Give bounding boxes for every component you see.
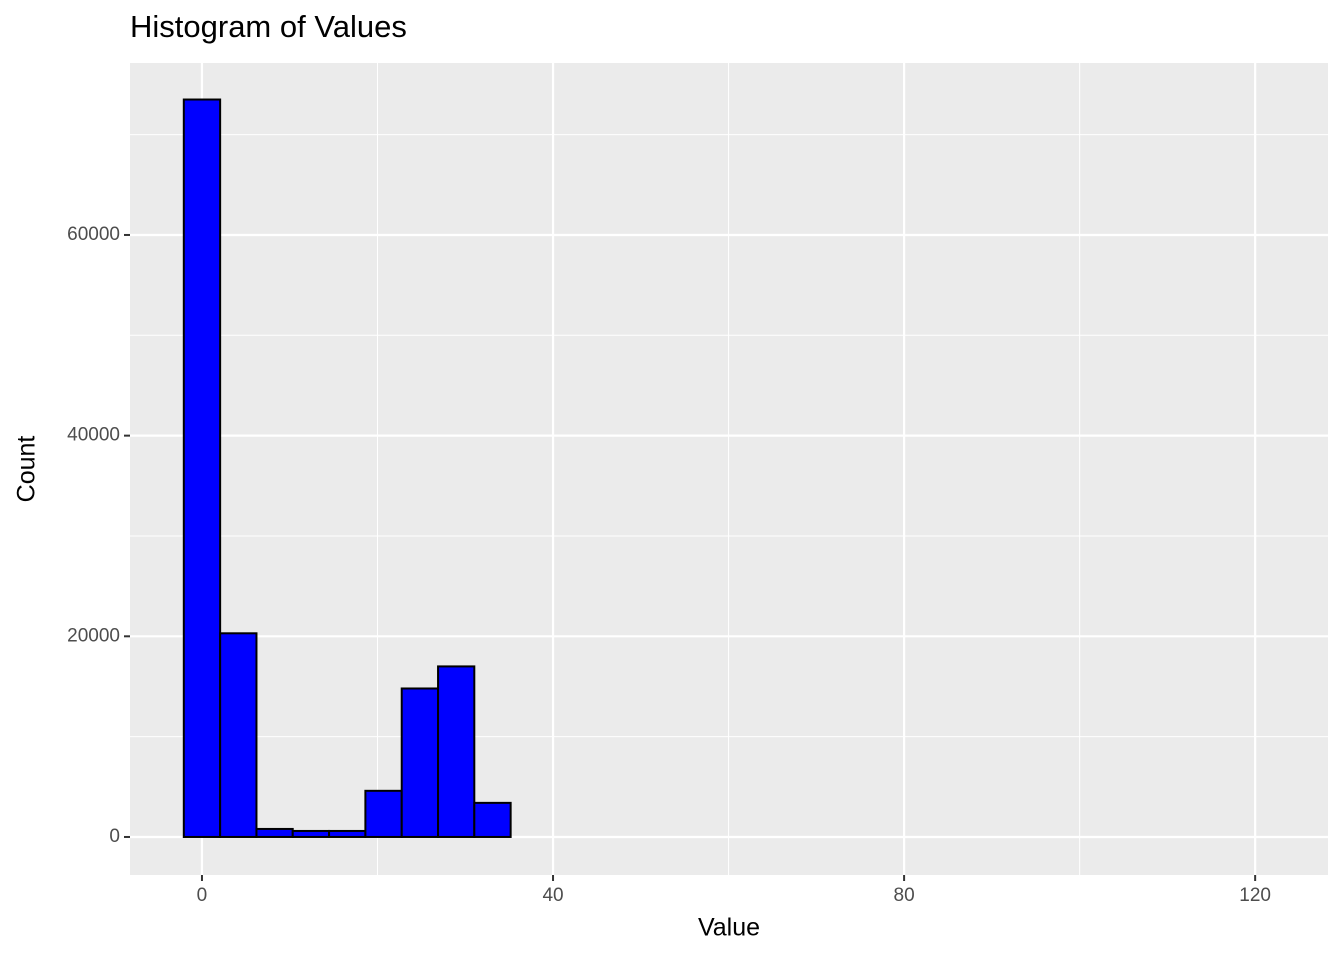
bar (219, 632, 258, 838)
y-tick-label: 60000 (67, 224, 120, 245)
y-tick-label: 0 (109, 826, 120, 847)
bar (182, 98, 222, 838)
y-tick-label: 40000 (67, 425, 120, 446)
y-tick-label: 20000 (67, 625, 120, 646)
chart-title: Histogram of Values (130, 9, 407, 44)
y-axis-title: Count (13, 436, 41, 503)
x-tick-label: 0 (197, 885, 208, 906)
bar (328, 829, 367, 838)
bar (437, 665, 476, 838)
bar (473, 801, 512, 838)
x-tick-label: 40 (542, 885, 563, 906)
bar (291, 829, 331, 838)
bar (364, 789, 403, 838)
bar (255, 827, 294, 838)
x-tick-label: 120 (1239, 885, 1271, 906)
bar (400, 687, 440, 838)
x-axis-title: Value (698, 914, 760, 942)
x-tick-label: 80 (894, 885, 915, 906)
